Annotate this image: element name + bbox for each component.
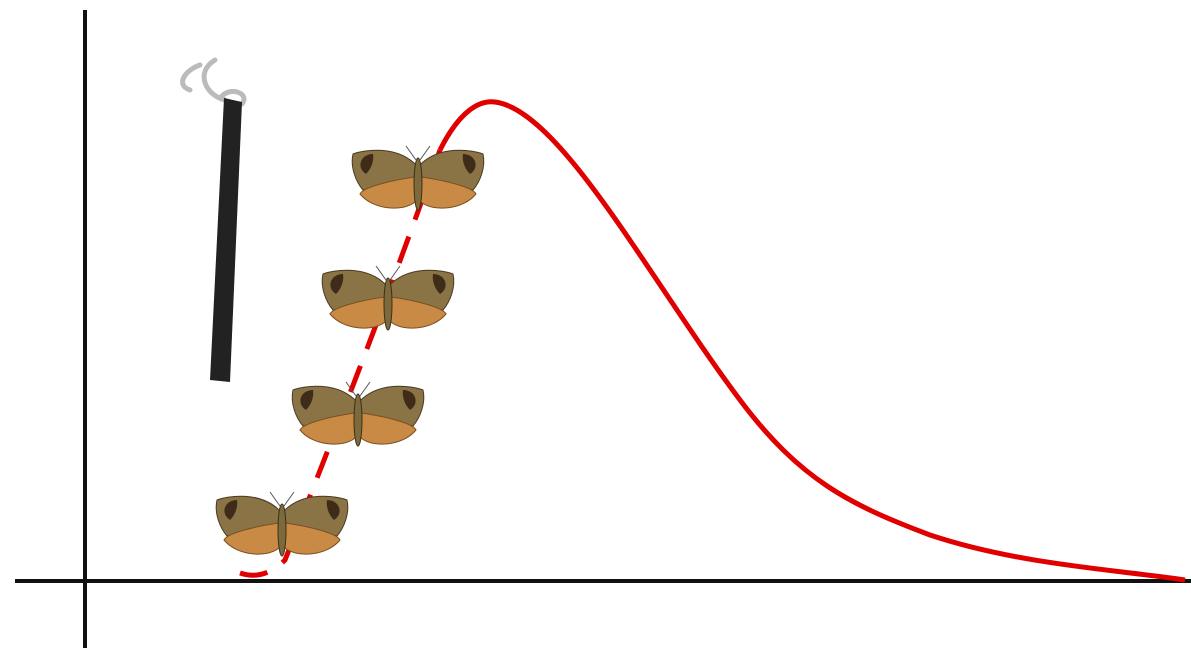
moth [215,491,349,557]
moth [291,381,425,447]
curve [437,99,1186,583]
moth [321,265,455,331]
curve-dashed [239,149,443,578]
moth [351,145,485,211]
trap [210,98,242,382]
trap-wire [180,57,247,107]
